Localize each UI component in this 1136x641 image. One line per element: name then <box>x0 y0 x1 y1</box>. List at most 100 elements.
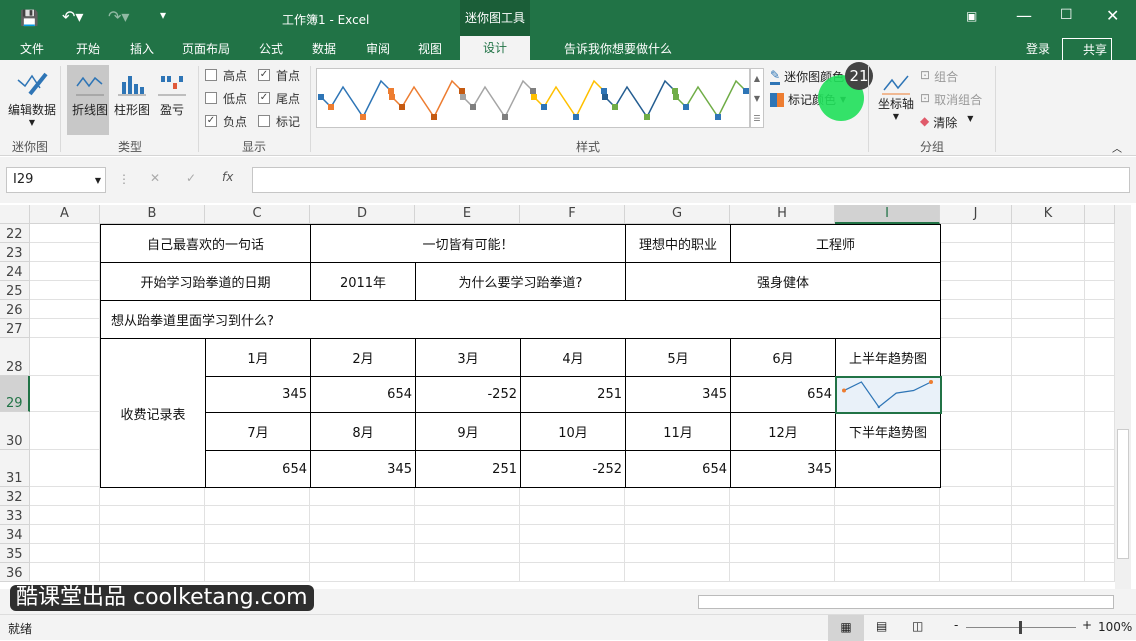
grid-cell[interactable] <box>1085 281 1115 300</box>
grid-cell[interactable] <box>30 525 100 544</box>
grid-cell[interactable] <box>1012 376 1085 412</box>
save-icon[interactable]: 💾 <box>20 9 39 27</box>
cell-E28[interactable]: 3月 <box>415 338 521 377</box>
redo-icon[interactable]: ↷▾ <box>108 7 130 26</box>
grid-cell[interactable] <box>415 544 520 563</box>
column-header[interactable]: A <box>30 205 100 224</box>
page-layout-view-button[interactable]: ▤ <box>876 619 888 633</box>
cancel-icon[interactable]: ✕ <box>150 171 161 185</box>
tab-5[interactable]: 数据 <box>312 42 337 56</box>
grid-cell[interactable] <box>940 338 1012 376</box>
select-all[interactable] <box>0 205 30 224</box>
grid-cell[interactable] <box>415 506 520 525</box>
column-header[interactable]: G <box>625 205 730 224</box>
axis-button[interactable]: 坐标轴 ▼ <box>876 68 916 121</box>
style-option-4[interactable] <box>604 79 676 119</box>
close-button[interactable]: ✕ <box>1106 6 1120 25</box>
login-link[interactable]: 登录 <box>1026 42 1051 56</box>
grid-cell[interactable] <box>310 506 415 525</box>
grid-cell[interactable] <box>1012 262 1085 281</box>
grid-cell[interactable] <box>625 487 730 506</box>
ribbon-display-icon[interactable]: ▣ <box>966 9 978 23</box>
grid-cell[interactable] <box>520 506 625 525</box>
grid-cell[interactable] <box>730 506 835 525</box>
cell-G28[interactable]: 5月 <box>625 338 731 377</box>
tab-8[interactable]: 设计 <box>460 36 530 60</box>
grid-cell[interactable] <box>520 544 625 563</box>
grid-cell[interactable] <box>940 544 1012 563</box>
zoom-out-button[interactable]: - <box>954 618 959 632</box>
grid-cell[interactable] <box>1012 319 1085 338</box>
grid-cell[interactable] <box>415 563 520 582</box>
grid-cell[interactable] <box>1012 506 1085 525</box>
row-header[interactable]: 30 <box>0 412 30 450</box>
grid-cell[interactable] <box>625 525 730 544</box>
grid-cell[interactable] <box>30 544 100 563</box>
grid-cell[interactable] <box>1012 525 1085 544</box>
name-box[interactable]: I29 ▼ <box>6 167 106 193</box>
grid-cell[interactable] <box>1012 544 1085 563</box>
horizontal-scrollbar[interactable] <box>698 595 1114 609</box>
grid-cell[interactable] <box>1012 300 1085 319</box>
row-header[interactable]: 28 <box>0 338 30 376</box>
grid-cell[interactable] <box>940 450 1012 487</box>
grid-cell[interactable] <box>1085 376 1115 412</box>
insert-function-icon[interactable]: fx <box>222 170 234 184</box>
cell-H29[interactable]: 654 <box>730 376 836 413</box>
collapse-ribbon-icon[interactable]: ︿ <box>1112 144 1122 155</box>
clear-button[interactable]: ◆ 清除 ▼ <box>920 114 974 130</box>
grid-cell[interactable] <box>1012 243 1085 262</box>
type-line-button[interactable] <box>67 65 109 135</box>
grid-cell[interactable] <box>940 525 1012 544</box>
cell-F28[interactable]: 4月 <box>520 338 626 377</box>
cell-H28[interactable]: 6月 <box>730 338 836 377</box>
cell-E29[interactable]: -252 <box>415 376 521 413</box>
grid-cell[interactable] <box>1085 412 1115 450</box>
grid-cell[interactable] <box>940 319 1012 338</box>
column-header[interactable]: H <box>730 205 835 224</box>
grid-cell[interactable] <box>1085 506 1115 525</box>
grid-cell[interactable] <box>100 525 205 544</box>
grid-cell[interactable] <box>520 525 625 544</box>
grid-cell[interactable] <box>1085 262 1115 281</box>
row-header[interactable]: 36 <box>0 563 30 582</box>
grid-cell[interactable] <box>205 525 310 544</box>
formula-input[interactable] <box>252 167 1130 193</box>
grid-cell[interactable] <box>1012 338 1085 376</box>
grid-cell[interactable] <box>520 563 625 582</box>
grid-cell[interactable] <box>30 506 100 525</box>
grid-cell[interactable] <box>205 506 310 525</box>
undo-icon[interactable]: ↶▾ <box>62 7 84 26</box>
zoom-in-button[interactable]: + <box>1082 618 1093 632</box>
active-cell-selection[interactable] <box>835 376 942 414</box>
checkbox-0[interactable] <box>205 69 217 81</box>
grid-cell[interactable] <box>1085 563 1115 582</box>
column-header[interactable]: F <box>520 205 625 224</box>
grid-cell[interactable] <box>1012 412 1085 450</box>
cell-F31[interactable]: -252 <box>520 450 626 488</box>
grid-cell[interactable] <box>1012 487 1085 506</box>
checkbox-5[interactable] <box>258 115 270 127</box>
grid-cell[interactable] <box>30 243 100 262</box>
row-header[interactable]: 25 <box>0 281 30 300</box>
row-header[interactable]: 32 <box>0 487 30 506</box>
grid-cell[interactable] <box>625 563 730 582</box>
grid-cell[interactable] <box>625 506 730 525</box>
grid-cell[interactable] <box>100 487 205 506</box>
tab-4[interactable]: 公式 <box>259 42 284 56</box>
cell-C29[interactable]: 345 <box>205 376 311 413</box>
normal-view-button[interactable]: ▦ <box>828 615 864 641</box>
grid-cell[interactable] <box>1085 487 1115 506</box>
cell-H22-I23[interactable]: 工程师 <box>730 224 941 263</box>
grid-cell[interactable] <box>835 506 940 525</box>
grid-cell[interactable] <box>940 412 1012 450</box>
grid-cell[interactable] <box>1085 525 1115 544</box>
grid-cell[interactable] <box>1012 224 1085 243</box>
style-gallery[interactable] <box>316 68 750 128</box>
row-header[interactable]: 26 <box>0 300 30 319</box>
grid-cell[interactable] <box>1085 300 1115 319</box>
grid-cell[interactable] <box>940 262 1012 281</box>
cell-D29[interactable]: 654 <box>310 376 416 413</box>
type-button-1[interactable]: 柱形图 <box>112 70 152 118</box>
tab-3[interactable]: 页面布局 <box>182 42 231 56</box>
